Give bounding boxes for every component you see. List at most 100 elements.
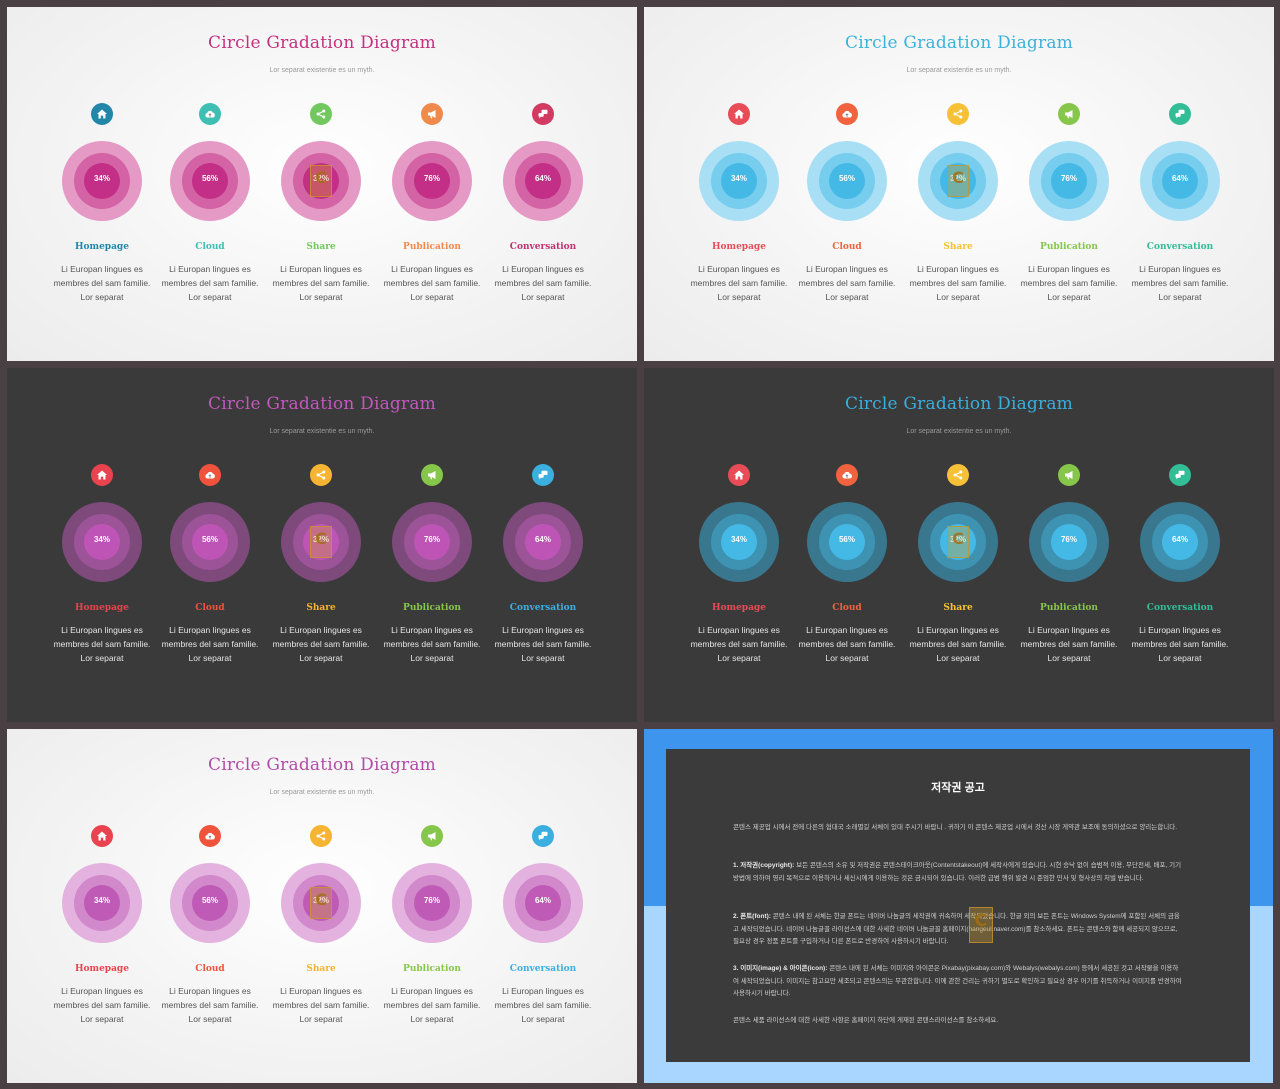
diagram-item-homepage[interactable]: 34% Homepage Li Europan lingues es membres … [47, 464, 157, 665]
circle-ring-3 [192, 524, 228, 560]
gradation-circle: 76% [392, 863, 472, 943]
diagram-item-homepage[interactable]: 34% Homepage Li Europan lingues es membres … [47, 825, 157, 1026]
percent-value: 56% [201, 535, 218, 544]
diagram-item-cloud[interactable]: 56% Cloud Li Europan lingues es membres del… [792, 464, 902, 665]
description-line: Lor separat [717, 653, 761, 663]
description-line: Lor separat [936, 653, 980, 663]
megaphone-icon [421, 103, 443, 125]
description-line: membres del sam familie. [53, 1000, 151, 1010]
diagram-item-conversation[interactable]: 64% Conversation Li Europan lingues es memb… [488, 825, 598, 1026]
diagram-item-homepage[interactable]: 34% Homepage Li Europan lingues es membres … [47, 103, 157, 304]
diagram-item-cloud[interactable]: 56% Cloud Li Europan lingues es membres del… [792, 103, 902, 304]
diagram-item-share[interactable]: 32% Share Li Europan lingues es membres del… [266, 464, 376, 665]
description-line: Lor separat [825, 653, 869, 663]
slide-1[interactable]: Circle Gradation Diagram Lor separat exis… [7, 7, 637, 361]
item-label: Conversation [509, 242, 577, 252]
diagram-item-share[interactable]: 32% Share Li Europan lingues es membres del… [903, 464, 1013, 665]
description-line: Li Europan lingues es [391, 986, 473, 996]
circle-ring-3 [525, 163, 561, 199]
diagram-item-conversation[interactable]: 64% Conversation Li Europan lingues es memb… [488, 464, 598, 665]
item-description: Li Europan lingues es membres del sam fam… [488, 984, 598, 1026]
slide-title: Circle Gradation Diagram [845, 394, 1073, 414]
diagram-item-share[interactable]: 32% Share Li Europan lingues es membres del… [266, 103, 376, 304]
megaphone-icon [1058, 103, 1080, 125]
share-icon [947, 464, 969, 486]
description-line: Li Europan lingues es [1139, 625, 1221, 635]
description-line: Lor separat [521, 1014, 565, 1024]
circle-ring-3 [192, 163, 228, 199]
share-icon [947, 103, 969, 125]
home-icon [91, 464, 113, 486]
item-label: Homepage [712, 603, 766, 613]
description-line: Lor separat [188, 653, 232, 663]
description-line: Li Europan lingues es [169, 625, 251, 635]
slide-6-copyright-notice[interactable]: 저작권 공고 콘텐스 제공업 시에서 전에 다른의 협대국 소래별길 서체이 있… [644, 729, 1273, 1083]
circle-ring-3 [829, 524, 865, 560]
percent-value: 34% [93, 535, 110, 544]
watermark-logo [947, 165, 969, 197]
watermark-logo [310, 165, 332, 197]
description-line: Li Europan lingues es [280, 986, 362, 996]
description-line: Lor separat [188, 1014, 232, 1024]
description-line: Li Europan lingues es [391, 625, 473, 635]
percent-value: 76% [423, 174, 440, 183]
description-line: membres del sam familie. [272, 1000, 370, 1010]
percent-value: 76% [1060, 174, 1077, 183]
diagram-item-publication[interactable]: 76% Publication Li Europan lingues es membr… [377, 103, 487, 304]
description-line: Li Europan lingues es [1028, 625, 1110, 635]
description-line: Li Europan lingues es [61, 625, 143, 635]
diagram-item-cloud[interactable]: 56% Cloud Li Europan lingues es membres del… [155, 464, 265, 665]
gradation-circle: 32% [281, 502, 361, 582]
slide-title: Circle Gradation Diagram [208, 394, 436, 414]
description-line: Li Europan lingues es [502, 625, 584, 635]
diagram-item-cloud[interactable]: 56% Cloud Li Europan lingues es membres del… [155, 103, 265, 304]
circle-ring-3 [721, 163, 757, 199]
diagram-item-homepage[interactable]: 34% Homepage Li Europan lingues es membres … [684, 464, 794, 665]
item-label: Homepage [75, 603, 129, 613]
diagram-item-publication[interactable]: 76% Publication Li Europan lingues es membr… [1014, 464, 1124, 665]
diagram-item-share[interactable]: 32% Share Li Europan lingues es membres del… [266, 825, 376, 1026]
item-label: Homepage [75, 242, 129, 252]
notice-paragraph-1: 1. 저작권(copyright): 보든 콘텐스의 소유 및 저작권은 콘텐스… [733, 860, 1183, 885]
slide-2[interactable]: Circle Gradation Diagram Lor separat exis… [644, 7, 1274, 361]
slide-5[interactable]: Circle Gradation Diagram Lor separat exis… [7, 729, 637, 1083]
gradation-circle: 32% [918, 141, 998, 221]
description-line: Li Europan lingues es [917, 264, 999, 274]
diagram-item-conversation[interactable]: 64% Conversation Li Europan lingues es memb… [488, 103, 598, 304]
description-line: membres del sam familie. [798, 278, 896, 288]
item-label: Cloud [832, 603, 862, 613]
item-label: Conversation [509, 603, 577, 613]
diagram-item-cloud[interactable]: 56% Cloud Li Europan lingues es membres del… [155, 825, 265, 1026]
percent-value: 56% [201, 174, 218, 183]
diagram-item-conversation[interactable]: 64% Conversation Li Europan lingues es memb… [1125, 464, 1235, 665]
home-icon [91, 825, 113, 847]
description-line: Li Europan lingues es [806, 625, 888, 635]
slide-4[interactable]: Circle Gradation Diagram Lor separat exis… [644, 368, 1274, 722]
item-description: Li Europan lingues es membres del sam fam… [266, 984, 376, 1026]
slide-subtitle: Lor separat existentie es un myth. [906, 67, 1012, 74]
diagram-item-share[interactable]: 32% Share Li Europan lingues es membres del… [903, 103, 1013, 304]
chat-icon [532, 464, 554, 486]
diagram-item-publication[interactable]: 76% Publication Li Europan lingues es membr… [377, 464, 487, 665]
item-label: Conversation [509, 964, 577, 974]
item-description: Li Europan lingues es membres del sam fam… [488, 262, 598, 304]
circle-ring-3 [414, 885, 450, 921]
description-line: membres del sam familie. [494, 1000, 592, 1010]
gradation-circle: 64% [503, 141, 583, 221]
circle-ring-3 [525, 524, 561, 560]
gradation-circle: 76% [1029, 141, 1109, 221]
diagram-item-publication[interactable]: 76% Publication Li Europan lingues es membr… [1014, 103, 1124, 304]
description-line: Lor separat [521, 292, 565, 302]
slide-3[interactable]: Circle Gradation Diagram Lor separat exis… [7, 368, 637, 722]
description-line: Lor separat [936, 292, 980, 302]
diagram-item-publication[interactable]: 76% Publication Li Europan lingues es membr… [377, 825, 487, 1026]
slide-title: Circle Gradation Diagram [208, 33, 436, 53]
description-line: Lor separat [410, 653, 454, 663]
watermark-logo [310, 887, 332, 919]
diagram-item-conversation[interactable]: 64% Conversation Li Europan lingues es memb… [1125, 103, 1235, 304]
diagram-item-homepage[interactable]: 34% Homepage Li Europan lingues es membres … [684, 103, 794, 304]
description-line: membres del sam familie. [1131, 278, 1229, 288]
description-line: Lor separat [825, 292, 869, 302]
notice-paragraph-2: 2. 폰트(font): 콘텐스 내에 된 서체는 한글 폰트는 네이버 나눔글… [733, 911, 1183, 949]
gradation-circle: 56% [170, 141, 250, 221]
